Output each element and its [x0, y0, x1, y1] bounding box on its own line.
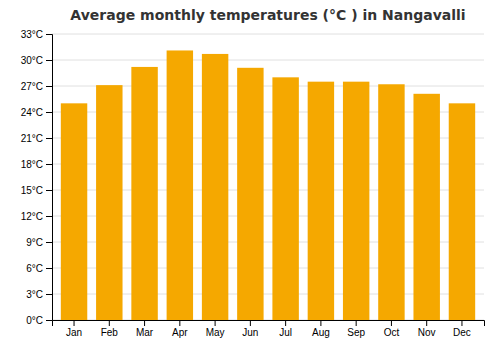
y-tick-mark [46, 320, 52, 321]
x-tick-label: Oct [384, 327, 400, 338]
y-tick: 18°C [21, 159, 52, 170]
x-tick-label: Sep [347, 327, 365, 338]
x-tick-mark [144, 320, 145, 326]
y-tick-label: 0°C [26, 315, 43, 326]
y-tick: 12°C [21, 211, 52, 222]
y-axis: 0°C 3°C 6°C 9°C 12°C 15°C 18°C 21°C 24°C 27°C 30°C… [21, 29, 53, 326]
x-tick: Feb [101, 320, 119, 338]
y-tick-label: 33°C [21, 29, 43, 40]
y-tick-label: 18°C [21, 159, 43, 170]
x-tick-label: Jul [279, 327, 292, 338]
x-tick: Oct [384, 320, 400, 338]
x-tick-mark [391, 320, 392, 326]
x-tick: Apr [172, 320, 188, 338]
bar [167, 50, 193, 320]
y-tick-label: 9°C [26, 237, 43, 248]
bar [308, 82, 334, 320]
bar [202, 54, 228, 320]
x-tick-mark [74, 320, 75, 326]
grid-line [52, 34, 484, 35]
x-axis-line [53, 321, 485, 327]
x-tick-mark [285, 320, 286, 326]
x-tick-label: Aug [312, 327, 330, 338]
x-tick-label: Jun [242, 327, 258, 338]
x-axis: Jan Feb Mar Apr May Jun Jul Aug Sep Oct Nov Dec [53, 320, 485, 338]
bar [96, 85, 122, 320]
y-tick-label: 27°C [21, 81, 43, 92]
bar [413, 94, 439, 320]
y-tick-mark [46, 268, 52, 269]
y-tick: 33°C [21, 29, 52, 40]
x-tick: Jul [279, 320, 292, 338]
x-tick: Aug [312, 320, 330, 338]
bar [343, 82, 369, 320]
y-tick: 30°C [21, 55, 52, 66]
y-tick-mark [46, 60, 52, 61]
y-tick: 21°C [21, 133, 52, 144]
x-tick: Jan [66, 320, 82, 338]
x-tick-mark [109, 320, 110, 326]
y-tick-mark [46, 190, 52, 191]
y-tick: 6°C [26, 263, 52, 274]
bar [131, 67, 157, 320]
y-tick-label: 6°C [26, 263, 43, 274]
x-tick-mark [356, 320, 357, 326]
y-tick: 0°C [26, 315, 52, 326]
y-tick: 27°C [21, 81, 52, 92]
x-tick: Dec [453, 320, 471, 338]
x-tick-label: Apr [172, 327, 188, 338]
plot: 0°C 3°C 6°C 9°C 12°C 15°C 18°C 21°C 24°C 27°C 30°C… [21, 29, 485, 338]
bar [449, 103, 475, 320]
bar [272, 77, 298, 320]
grid [52, 34, 484, 320]
x-tick-label: Mar [136, 327, 154, 338]
y-tick: 9°C [26, 237, 52, 248]
y-tick-label: 12°C [21, 211, 43, 222]
y-tick-label: 21°C [21, 133, 43, 144]
y-tick: 15°C [21, 185, 52, 196]
x-tick: Sep [347, 320, 365, 338]
y-tick-label: 3°C [26, 289, 43, 300]
chart: 0°C 3°C 6°C 9°C 12°C 15°C 18°C 21°C 24°C 27°C 30°C… [0, 0, 500, 350]
y-tick-mark [46, 86, 52, 87]
y-tick-mark [46, 34, 52, 35]
x-tick-mark [215, 320, 216, 326]
y-tick-label: 24°C [21, 107, 43, 118]
x-tick-mark [250, 320, 251, 326]
y-tick-label: 15°C [21, 185, 43, 196]
y-tick-label: 30°C [21, 55, 43, 66]
bar [378, 84, 404, 320]
x-tick-mark [426, 320, 427, 326]
y-tick-mark [46, 138, 52, 139]
x-tick-label: May [206, 327, 225, 338]
x-tick: Nov [418, 320, 436, 338]
bar [61, 103, 87, 320]
x-tick-mark [461, 320, 462, 326]
title: Average monthly temperatures (°C ) in Na… [70, 7, 465, 23]
y-tick-mark [46, 164, 52, 165]
bars [61, 50, 475, 320]
y-axis-line [46, 35, 53, 321]
x-tick-label: Nov [418, 327, 436, 338]
x-tick-mark [179, 320, 180, 326]
x-tick: Mar [136, 320, 154, 338]
y-tick: 3°C [26, 289, 52, 300]
y-tick-mark [46, 242, 52, 243]
x-tick-mark [320, 320, 321, 326]
y-tick-mark [46, 112, 52, 113]
y-tick: 24°C [21, 107, 52, 118]
x-tick: May [206, 320, 225, 338]
bar [237, 68, 263, 320]
x-tick-label: Feb [101, 327, 119, 338]
y-tick-mark [46, 216, 52, 217]
x-tick-label: Dec [453, 327, 471, 338]
x-tick: Jun [242, 320, 258, 338]
x-tick-label: Jan [66, 327, 82, 338]
grid-line [52, 60, 484, 61]
y-tick-mark [46, 294, 52, 295]
